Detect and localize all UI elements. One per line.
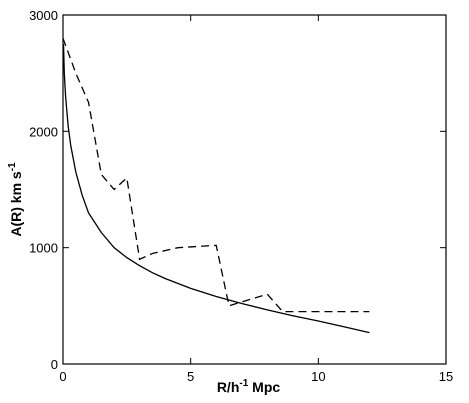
- series-line-2-dashed: [62, 38, 370, 313]
- x-tick-label: 10: [311, 369, 325, 384]
- series-layer: [62, 38, 370, 334]
- y-tick-label: 0: [51, 357, 58, 372]
- x-axis-title: R/h-1 Mpc: [217, 378, 281, 395]
- x-tick-label: 5: [187, 369, 194, 384]
- plot-frame: [62, 14, 447, 365]
- y-tick-label: 1000: [29, 241, 58, 256]
- y-tick-label: 3000: [29, 8, 58, 23]
- x-tick-label: 0: [59, 369, 66, 384]
- x-axis-title-exponent: -1: [239, 378, 248, 389]
- y-axis-title-exponent: -1: [7, 162, 18, 171]
- y-axis-title-base: A(R) km s: [8, 171, 24, 237]
- x-axis-title-base: R/h: [217, 379, 240, 395]
- series-line-1-solid: [62, 44, 370, 334]
- x-axis-title-suffix: Mpc: [248, 379, 280, 395]
- ticks-layer: 0 5 10 15 0 1000 2000 3000: [29, 8, 453, 384]
- x-tick-label: 15: [439, 369, 453, 384]
- y-axis-title: A(R) km s-1: [7, 162, 24, 237]
- y-tick-label: 2000: [29, 124, 58, 139]
